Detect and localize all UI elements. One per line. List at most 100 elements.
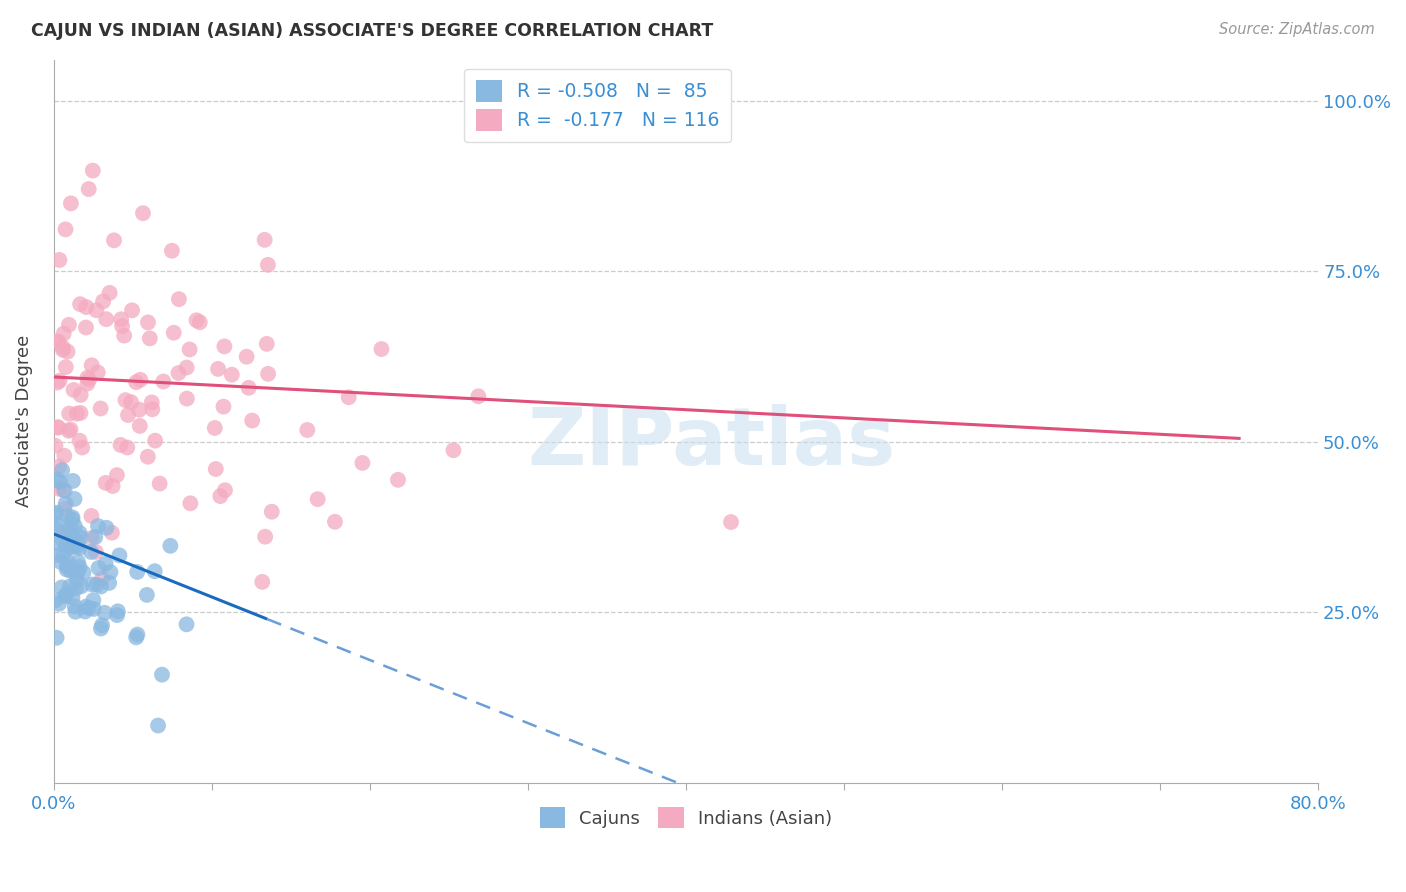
- Point: [63, 540, 86, 554]
- Point: [53, 501, 76, 516]
- Point: [52, 524, 75, 539]
- Point: [141, 402, 163, 417]
- Point: [136, 450, 159, 464]
- Point: [76, 370, 98, 384]
- Point: [257, 367, 280, 381]
- Point: [53, 449, 76, 463]
- Point: [45, 522, 67, 536]
- Text: Source: ZipAtlas.com: Source: ZipAtlas.com: [1219, 22, 1375, 37]
- Point: [59, 196, 82, 211]
- Point: [93, 606, 115, 620]
- Point: [49, 555, 72, 569]
- Point: [65, 566, 87, 580]
- Point: [49, 475, 72, 489]
- Point: [260, 505, 283, 519]
- Point: [204, 462, 226, 476]
- Point: [96, 312, 118, 326]
- Point: [70, 441, 93, 455]
- Point: [51, 463, 73, 477]
- Point: [214, 339, 236, 353]
- Point: [48, 517, 70, 532]
- Point: [150, 667, 173, 681]
- Point: [46, 420, 69, 434]
- Point: [143, 434, 166, 448]
- Point: [125, 375, 148, 389]
- Point: [179, 496, 201, 510]
- Point: [58, 318, 80, 332]
- Point: [240, 413, 263, 427]
- Point: [70, 579, 93, 593]
- Y-axis label: Associate's Degree: Associate's Degree: [15, 335, 32, 508]
- Point: [44, 508, 66, 522]
- Point: [141, 395, 163, 409]
- Point: [121, 303, 143, 318]
- Point: [307, 492, 329, 507]
- Point: [72, 566, 94, 580]
- Point: [96, 521, 118, 535]
- Point: [62, 474, 84, 488]
- Point: [129, 373, 152, 387]
- Point: [91, 618, 114, 632]
- Point: [48, 597, 70, 611]
- Point: [77, 182, 100, 196]
- Point: [163, 326, 186, 340]
- Point: [63, 519, 86, 533]
- Point: [84, 530, 107, 544]
- Point: [143, 564, 166, 578]
- Point: [100, 565, 122, 579]
- Point: [337, 390, 360, 404]
- Point: [323, 515, 346, 529]
- Point: [48, 482, 70, 496]
- Point: [44, 439, 66, 453]
- Point: [112, 328, 135, 343]
- Point: [69, 541, 91, 555]
- Point: [63, 533, 86, 548]
- Point: [65, 605, 87, 619]
- Point: [55, 360, 77, 375]
- Point: [52, 548, 75, 562]
- Point: [98, 576, 121, 591]
- Point: [254, 530, 277, 544]
- Point: [82, 577, 104, 591]
- Point: [46, 334, 69, 349]
- Point: [125, 631, 148, 645]
- Point: [90, 401, 112, 416]
- Point: [146, 718, 169, 732]
- Point: [132, 206, 155, 220]
- Point: [105, 608, 128, 623]
- Point: [55, 539, 77, 553]
- Point: [55, 222, 77, 236]
- Point: [75, 300, 97, 314]
- Point: [58, 524, 80, 538]
- Point: [107, 604, 129, 618]
- Point: [235, 350, 257, 364]
- Point: [59, 540, 82, 554]
- Point: [56, 559, 79, 574]
- Point: [94, 475, 117, 490]
- Point: [52, 533, 75, 548]
- Point: [103, 233, 125, 247]
- Point: [59, 422, 82, 436]
- Point: [167, 366, 190, 380]
- Point: [58, 555, 80, 569]
- Point: [46, 473, 69, 487]
- Point: [188, 315, 211, 329]
- Point: [108, 549, 131, 563]
- Point: [66, 407, 89, 421]
- Point: [204, 421, 226, 435]
- Point: [48, 374, 70, 388]
- Point: [111, 319, 134, 334]
- Text: ZIPatlas: ZIPatlas: [527, 404, 896, 482]
- Point: [52, 343, 75, 357]
- Point: [160, 244, 183, 258]
- Point: [51, 581, 73, 595]
- Point: [387, 473, 409, 487]
- Point: [80, 545, 103, 559]
- Point: [69, 388, 91, 402]
- Point: [149, 476, 172, 491]
- Point: [66, 555, 89, 569]
- Point: [53, 483, 76, 498]
- Point: [176, 392, 198, 406]
- Point: [62, 591, 84, 605]
- Point: [76, 376, 98, 391]
